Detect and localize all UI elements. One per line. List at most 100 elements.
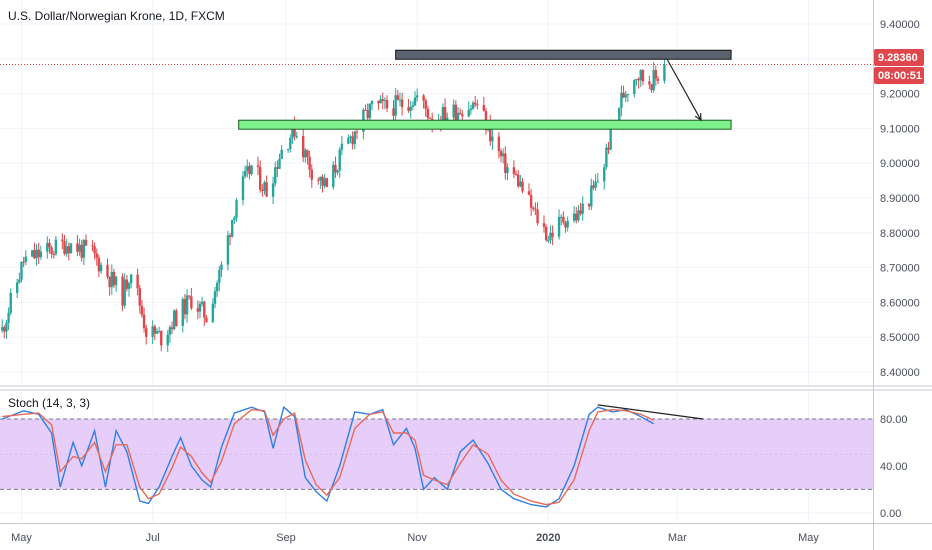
candle-body	[415, 95, 419, 98]
candle-body	[364, 109, 367, 111]
candle-body	[557, 216, 561, 237]
projection-arrow-line	[666, 57, 702, 121]
time-tick-label: May	[798, 532, 819, 544]
candle-body	[65, 246, 68, 254]
stoch-tick-label: 0.00	[880, 508, 901, 520]
stoch-label: Stoch (14, 3, 3)	[8, 396, 90, 410]
candle-body	[497, 136, 501, 152]
candle-body	[620, 92, 623, 108]
time-tick-label: Sep	[276, 532, 296, 544]
candle-body	[213, 291, 217, 304]
candle-body	[54, 239, 58, 255]
candle-body	[142, 314, 146, 329]
price-series	[0, 58, 666, 352]
candle-body	[31, 250, 34, 257]
candle-body	[452, 104, 455, 118]
candle-body	[274, 167, 277, 184]
candle-body	[114, 276, 118, 286]
candle-body	[607, 147, 610, 150]
candle-body	[319, 176, 322, 181]
candle-body	[155, 331, 159, 334]
candle-body	[258, 166, 262, 190]
stoch-k-line	[1, 405, 655, 508]
candle-body	[501, 153, 505, 157]
candle-body	[67, 246, 71, 254]
candle-body	[246, 166, 249, 171]
candle-body	[366, 110, 369, 119]
countdown-tag: 08:00:51	[874, 67, 924, 84]
candle-body	[482, 104, 486, 111]
stoch-tick-label: 80.00	[880, 414, 908, 426]
candle-body	[542, 223, 546, 228]
candle-body	[517, 174, 520, 187]
candle-body	[325, 178, 329, 187]
candle-body	[95, 253, 98, 258]
candle-body	[37, 249, 40, 258]
candle-body	[618, 107, 621, 121]
candle-body	[385, 100, 389, 109]
candle-body	[622, 92, 625, 98]
candle-body	[321, 176, 324, 186]
candle-body	[301, 136, 305, 158]
candle-body	[654, 70, 658, 79]
candle-body	[127, 283, 131, 289]
candle-body	[172, 310, 176, 330]
candle-body	[368, 103, 372, 119]
candle-body	[39, 251, 43, 258]
candle-body	[349, 136, 352, 138]
time-tick-label: Mar	[668, 532, 687, 544]
candle-body	[160, 330, 163, 346]
candle-body	[20, 261, 23, 280]
price-tag-text: 9.28360	[878, 52, 918, 64]
candle-body	[379, 99, 382, 104]
candle-body	[454, 104, 458, 121]
candle-body	[136, 274, 139, 289]
candle-body	[61, 239, 64, 242]
candle-body	[392, 108, 395, 116]
candle-body	[157, 330, 161, 332]
candle-body	[400, 99, 404, 108]
candle-body	[641, 70, 645, 82]
candle-body	[456, 112, 460, 121]
candle-body	[16, 282, 19, 293]
candle-body	[594, 181, 597, 188]
price-tick-label: 8.50000	[880, 332, 920, 344]
candle-body	[175, 310, 178, 326]
candle-body	[228, 235, 232, 237]
candle-body	[532, 207, 535, 209]
candle-body	[383, 100, 387, 102]
candle-body	[276, 167, 279, 169]
countdown-tag-text: 08:00:51	[878, 70, 922, 82]
candle-body	[286, 148, 290, 150]
candle-body	[151, 326, 154, 337]
candle-body	[125, 279, 129, 289]
price-tag-box	[874, 49, 924, 66]
candle-body	[183, 299, 187, 315]
time-tick-label: 2020	[536, 532, 560, 544]
candle-body	[24, 256, 28, 262]
candle-body	[243, 170, 247, 177]
candle-body	[491, 136, 494, 142]
candle-body	[190, 296, 193, 309]
candle-body	[233, 217, 236, 220]
candle-body	[235, 200, 238, 218]
projection-arrow-head	[694, 113, 702, 122]
candle-body	[474, 102, 477, 105]
candle-body	[536, 209, 539, 224]
price-tick-label: 8.70000	[880, 263, 920, 275]
candle-body	[529, 194, 533, 208]
candle-body	[203, 301, 206, 318]
candle-body	[280, 149, 283, 160]
candle-body	[278, 159, 281, 169]
candle-body	[441, 106, 445, 125]
candle-body	[633, 80, 636, 94]
price-tick-label: 9.40000	[880, 19, 920, 31]
resistance-zone	[395, 49, 732, 60]
candle-body	[145, 328, 148, 337]
candle-body	[5, 322, 8, 332]
candle-body	[291, 122, 294, 139]
price-tick-label: 8.90000	[880, 193, 920, 205]
candle-body	[549, 232, 552, 241]
price-tick-label: 9.00000	[880, 158, 920, 170]
